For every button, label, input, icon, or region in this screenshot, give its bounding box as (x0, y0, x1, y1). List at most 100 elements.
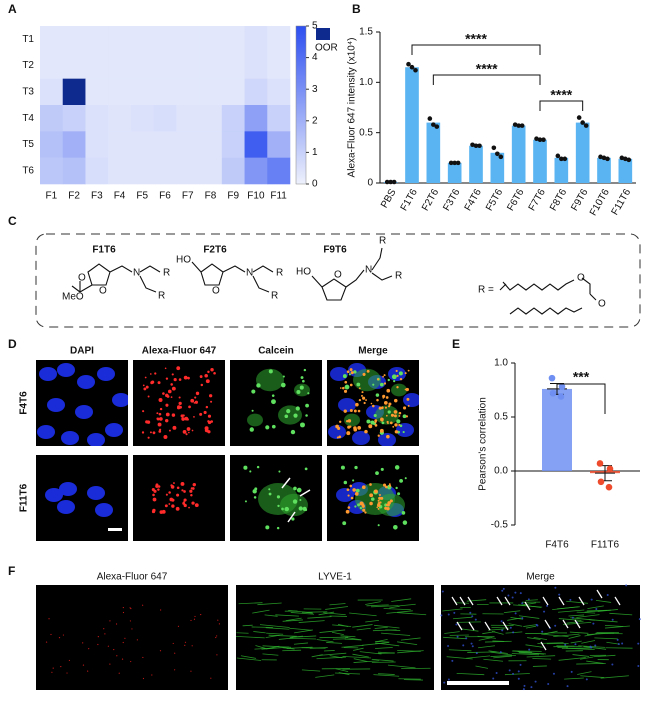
lyve-fiber (265, 634, 280, 638)
nucleus-speck (521, 602, 524, 605)
calcein-speck (381, 421, 385, 425)
calcein-speck (252, 489, 257, 494)
heat-cell (153, 52, 177, 79)
alexa-speck (359, 501, 364, 506)
data-point (512, 122, 518, 127)
lyve-fiber (265, 627, 290, 630)
alexa-speck (394, 430, 399, 434)
alexa-speck (191, 501, 195, 505)
alexa-speck (368, 424, 373, 429)
error-bar (595, 465, 615, 482)
x-tick-label: F1T6 (399, 187, 420, 213)
alexa-speck (207, 430, 211, 434)
alexa-speck (379, 428, 384, 433)
alexa-speck (160, 609, 162, 611)
data-point (557, 393, 565, 400)
alexa-speck (353, 427, 358, 432)
arrow (542, 596, 549, 606)
data-point (549, 389, 557, 397)
nucleus-speck (534, 680, 537, 683)
alexa-speck (377, 499, 380, 502)
atom: O (212, 286, 220, 297)
alexa-speck (167, 389, 172, 394)
calcein-speck (305, 414, 308, 417)
alexa-speck (168, 503, 171, 505)
column-title: DAPI (70, 346, 94, 357)
lyve-fiber (609, 612, 633, 616)
calcein-signal (377, 493, 405, 517)
row-label: T2 (22, 60, 34, 71)
heat-cell (85, 157, 109, 185)
alexa-speck (103, 628, 105, 630)
nucleus-speck (527, 598, 530, 601)
alexa-speck (109, 620, 111, 622)
calcein-speck (366, 419, 371, 424)
alexa-speck (377, 508, 380, 510)
atom: O (598, 299, 606, 310)
data-point (452, 160, 457, 166)
lyve-fiber (446, 656, 473, 660)
heat-cell (244, 78, 268, 106)
lyve-fiber (507, 617, 522, 621)
heat-cell (62, 131, 86, 158)
alexa-speck (144, 376, 147, 379)
alexa-speck (116, 655, 118, 657)
bar (597, 157, 611, 183)
calcein-speck (268, 488, 271, 491)
lyve-fiber (541, 633, 569, 638)
alexa-speck (186, 427, 191, 431)
alexa-speck (168, 491, 171, 494)
alexa-speck (386, 504, 388, 506)
calcein-speck (276, 495, 281, 499)
nucleus-speck (564, 643, 567, 646)
nucleus-speck (451, 659, 454, 662)
arrow (524, 601, 531, 611)
calcein-speck (304, 508, 308, 512)
data-point (606, 465, 614, 473)
lyve-fiber (600, 675, 629, 679)
alexa-speck (170, 383, 173, 386)
alexa-speck (165, 418, 169, 423)
nucleus-speck (508, 669, 511, 672)
arrow (281, 477, 291, 489)
alexa-speck (361, 391, 364, 394)
calcein-speck (277, 504, 280, 508)
alexa-speck (216, 635, 218, 637)
nucleus-speck (456, 635, 459, 638)
lyve-fiber (595, 599, 612, 603)
y-tick-label: 0 (367, 178, 373, 189)
alexa-speck (143, 387, 147, 391)
nucleus-speck (512, 631, 515, 634)
alexa-speck (122, 611, 125, 614)
data-point (596, 460, 604, 467)
nucleus-speck (509, 626, 512, 629)
micrograph (36, 455, 128, 541)
heat-cell (176, 131, 200, 158)
x-tick-label: F3T6 (441, 187, 462, 213)
lyve-fiber (525, 644, 543, 648)
alexa-speck (217, 619, 219, 621)
lyve-fiber (337, 623, 349, 628)
lyve-fiber (266, 632, 284, 635)
alexa-speck (387, 501, 391, 505)
alexa-speck (204, 426, 209, 431)
colorbar-tick-label: 0 (312, 179, 318, 190)
heat-cell (221, 26, 245, 53)
calcein-speck (404, 477, 407, 480)
nucleus-speck (469, 611, 472, 614)
y-tick-label: 0.0 (494, 466, 508, 477)
alexa-speck (157, 422, 162, 427)
atom: O (577, 273, 585, 284)
calcein-signal (256, 368, 284, 392)
scale-bar (108, 528, 122, 531)
alexa-speck (171, 386, 176, 391)
data-point (409, 64, 415, 70)
alexa-speck (171, 504, 175, 508)
lyve-fiber (325, 606, 348, 610)
alexa-speck (374, 421, 377, 424)
alexa-speck (156, 412, 159, 415)
row-title: F11T6 (19, 483, 30, 512)
data-point (597, 478, 605, 486)
heat-cell (199, 26, 223, 53)
